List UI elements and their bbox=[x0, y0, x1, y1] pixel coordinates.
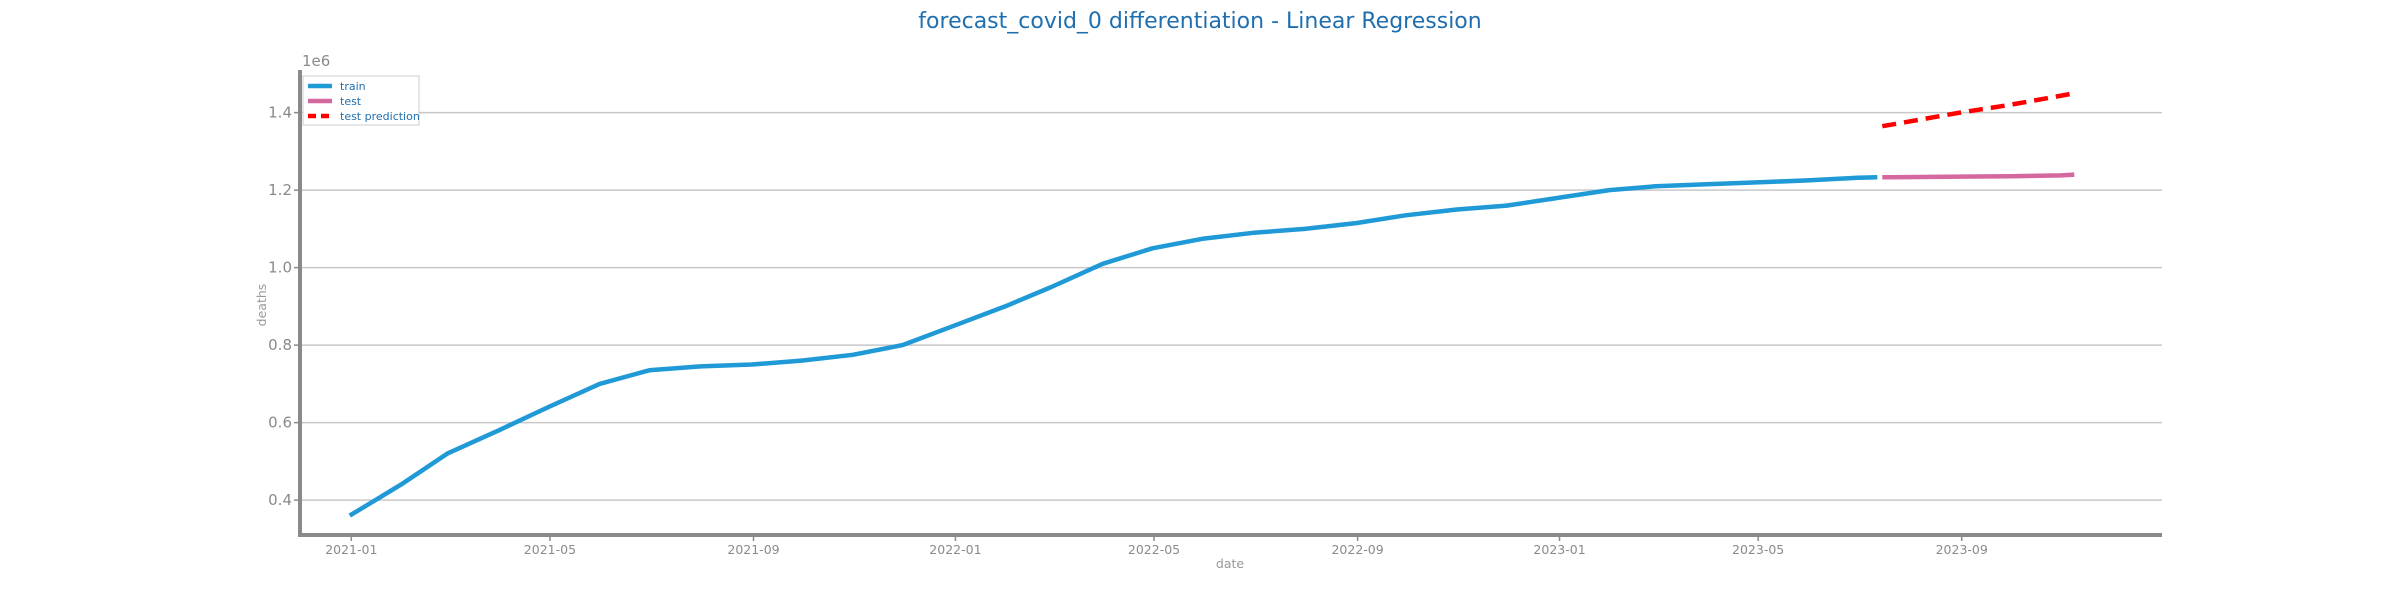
x-tick-label: 2023-05 bbox=[1732, 542, 1784, 557]
y-axis-label: deaths bbox=[254, 284, 269, 327]
x-tick-label: 2023-01 bbox=[1533, 542, 1585, 557]
y-tick-label: 0.8 bbox=[268, 336, 292, 354]
y-axis-ticks: 0.4 0.6 0.8 1.0 1.2 1.4 bbox=[268, 104, 300, 509]
x-tick-label: 2022-05 bbox=[1128, 542, 1180, 557]
x-axis-label: date bbox=[1216, 556, 1244, 571]
series-line-test-prediction bbox=[1881, 91, 2075, 129]
x-tick-label: 2022-01 bbox=[929, 542, 981, 557]
legend-label-test-prediction: test prediction bbox=[340, 110, 420, 123]
x-tick-label: 2022-09 bbox=[1331, 542, 1383, 557]
legend-label-test: test bbox=[340, 95, 362, 108]
series-line-train bbox=[348, 175, 1878, 518]
chart-title: forecast_covid_0 differentiation - Linea… bbox=[918, 9, 1481, 34]
y-tick-label: 1.4 bbox=[268, 104, 292, 122]
y-tick-label: 1.2 bbox=[268, 181, 292, 199]
series-line-test bbox=[1882, 172, 2075, 180]
y-offset-label: 1e6 bbox=[302, 52, 330, 70]
y-tick-label: 0.4 bbox=[268, 491, 292, 509]
legend: train test test prediction bbox=[302, 75, 420, 126]
x-axis-ticks: 2021-01 2021-05 2021-09 2022-01 2022-05 2022-… bbox=[325, 535, 1988, 557]
x-tick-label: 2021-01 bbox=[325, 542, 377, 557]
grid-lines bbox=[300, 111, 2162, 501]
y-tick-label: 0.6 bbox=[268, 414, 292, 432]
series-lines bbox=[348, 91, 2075, 518]
x-tick-label: 2021-09 bbox=[727, 542, 779, 557]
x-tick-label: 2021-05 bbox=[524, 542, 576, 557]
y-tick-label: 1.0 bbox=[268, 259, 292, 277]
x-tick-label: 2023-09 bbox=[1936, 542, 1988, 557]
legend-label-train: train bbox=[340, 80, 366, 93]
